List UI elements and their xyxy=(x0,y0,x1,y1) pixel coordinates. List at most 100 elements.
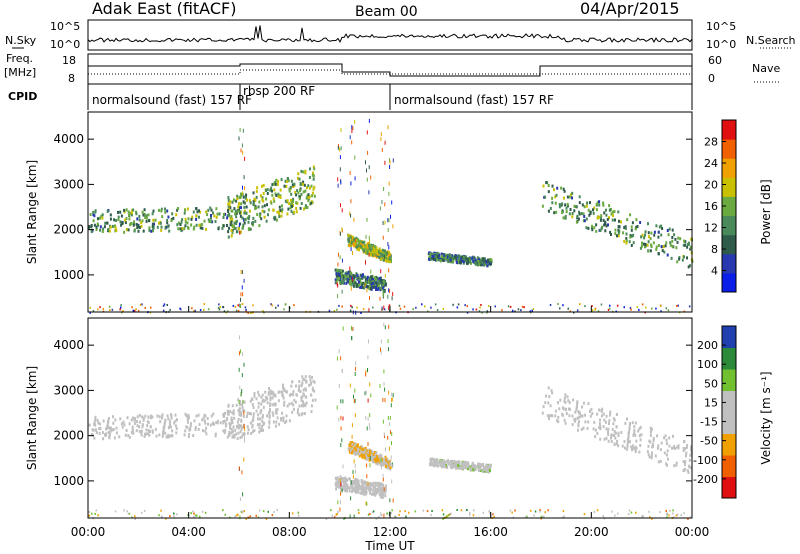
echo-cell xyxy=(442,258,444,262)
echo-cell xyxy=(258,393,261,397)
streak-cell xyxy=(391,200,393,205)
streak-cell xyxy=(353,327,354,331)
echo-cell xyxy=(238,403,241,407)
streak-cell xyxy=(341,488,343,493)
streak-cell xyxy=(240,269,242,274)
echo-cell xyxy=(126,416,129,420)
noise-cell xyxy=(358,512,360,514)
echo-cell xyxy=(246,425,249,429)
echo-cell xyxy=(666,449,669,453)
echo-cell xyxy=(97,421,100,425)
echo-cell xyxy=(613,430,616,433)
echo-cell xyxy=(647,444,650,448)
echo-cell xyxy=(268,414,271,417)
echo-cell xyxy=(158,221,160,225)
echo-cell xyxy=(355,487,358,491)
streak-cell xyxy=(366,426,368,431)
echo-cell xyxy=(94,418,97,422)
noise-cell xyxy=(351,306,353,309)
echo-cell xyxy=(341,272,343,276)
echo-cell xyxy=(249,227,252,231)
echo-cell xyxy=(548,395,551,399)
streak-cell xyxy=(241,389,243,393)
noise-cell xyxy=(349,309,352,312)
echo-cell xyxy=(174,419,177,423)
echo-cell xyxy=(382,484,385,487)
echo-cell xyxy=(286,177,289,181)
echo-cell xyxy=(302,400,304,404)
echo-cell xyxy=(554,409,557,413)
streak-cell xyxy=(351,434,353,439)
echo-cell xyxy=(269,396,272,400)
echo-cell xyxy=(235,222,238,225)
noise-cell xyxy=(602,515,605,518)
echo-cell xyxy=(461,462,463,466)
echo-cell xyxy=(598,203,601,207)
echo-cell xyxy=(352,283,355,286)
date-title: 04/Apr/2015 xyxy=(580,0,680,18)
noise-cell xyxy=(357,509,360,512)
echo-cell xyxy=(111,224,114,228)
echo-cell xyxy=(263,215,266,219)
noise-cell xyxy=(123,509,125,512)
noise-cell xyxy=(559,307,561,310)
noise-cell xyxy=(473,509,475,512)
echo-cell xyxy=(566,195,569,199)
echo-cell xyxy=(682,243,685,247)
echo-cell xyxy=(163,425,166,429)
echo-cell xyxy=(471,256,474,260)
echo-cell xyxy=(177,207,180,210)
echo-cell xyxy=(633,425,636,429)
echo-cell xyxy=(301,412,304,416)
echo-cell xyxy=(582,426,585,430)
streak-cell xyxy=(387,228,389,233)
echo-cell xyxy=(381,496,384,499)
noise-cell xyxy=(509,509,512,512)
echo-cell xyxy=(360,286,363,289)
echo-cell xyxy=(370,245,373,249)
echo-cell xyxy=(301,381,304,385)
echo-cell xyxy=(114,224,116,228)
echo-cell xyxy=(266,188,269,192)
echo-cell xyxy=(151,430,154,434)
noise-cell xyxy=(482,511,485,514)
echo-cell xyxy=(106,221,109,225)
echo-cell xyxy=(565,206,568,210)
streak-cell xyxy=(350,480,352,485)
echo-cell xyxy=(225,422,228,426)
echo-cell xyxy=(342,279,345,283)
echo-cell xyxy=(565,412,568,416)
streak-cell xyxy=(351,326,352,331)
colorbar-tick-label: 8 xyxy=(711,243,718,256)
streak-cell xyxy=(383,457,385,462)
noise-cell xyxy=(669,509,671,512)
streak-cell xyxy=(380,347,381,352)
echo-cell xyxy=(337,483,340,487)
colorbar-tick-label: 24 xyxy=(704,157,718,170)
echo-cell xyxy=(610,212,613,216)
echo-cell xyxy=(655,224,658,228)
noise-cell xyxy=(638,308,640,311)
noise-cell xyxy=(99,306,101,309)
streak-cell xyxy=(353,514,355,519)
echo-cell xyxy=(133,418,136,422)
echo-cell xyxy=(105,221,108,225)
echo-cell xyxy=(375,280,378,284)
echo-cell xyxy=(652,436,655,440)
echo-cell xyxy=(303,183,306,187)
echo-cell xyxy=(280,178,283,182)
streak-cell xyxy=(382,473,384,478)
noise-cell xyxy=(641,303,644,306)
colorbar-segment xyxy=(722,120,736,140)
echo-cell xyxy=(106,421,109,425)
echo-cell xyxy=(106,423,109,427)
echo-cell xyxy=(481,261,484,265)
echo-cell xyxy=(295,193,298,197)
echo-cell xyxy=(248,215,251,218)
streak-cell xyxy=(354,398,356,403)
x-tick-label: 16:00 xyxy=(473,525,508,539)
echo-cell xyxy=(638,450,641,454)
echo-cell xyxy=(354,485,357,489)
echo-cell xyxy=(365,455,368,459)
